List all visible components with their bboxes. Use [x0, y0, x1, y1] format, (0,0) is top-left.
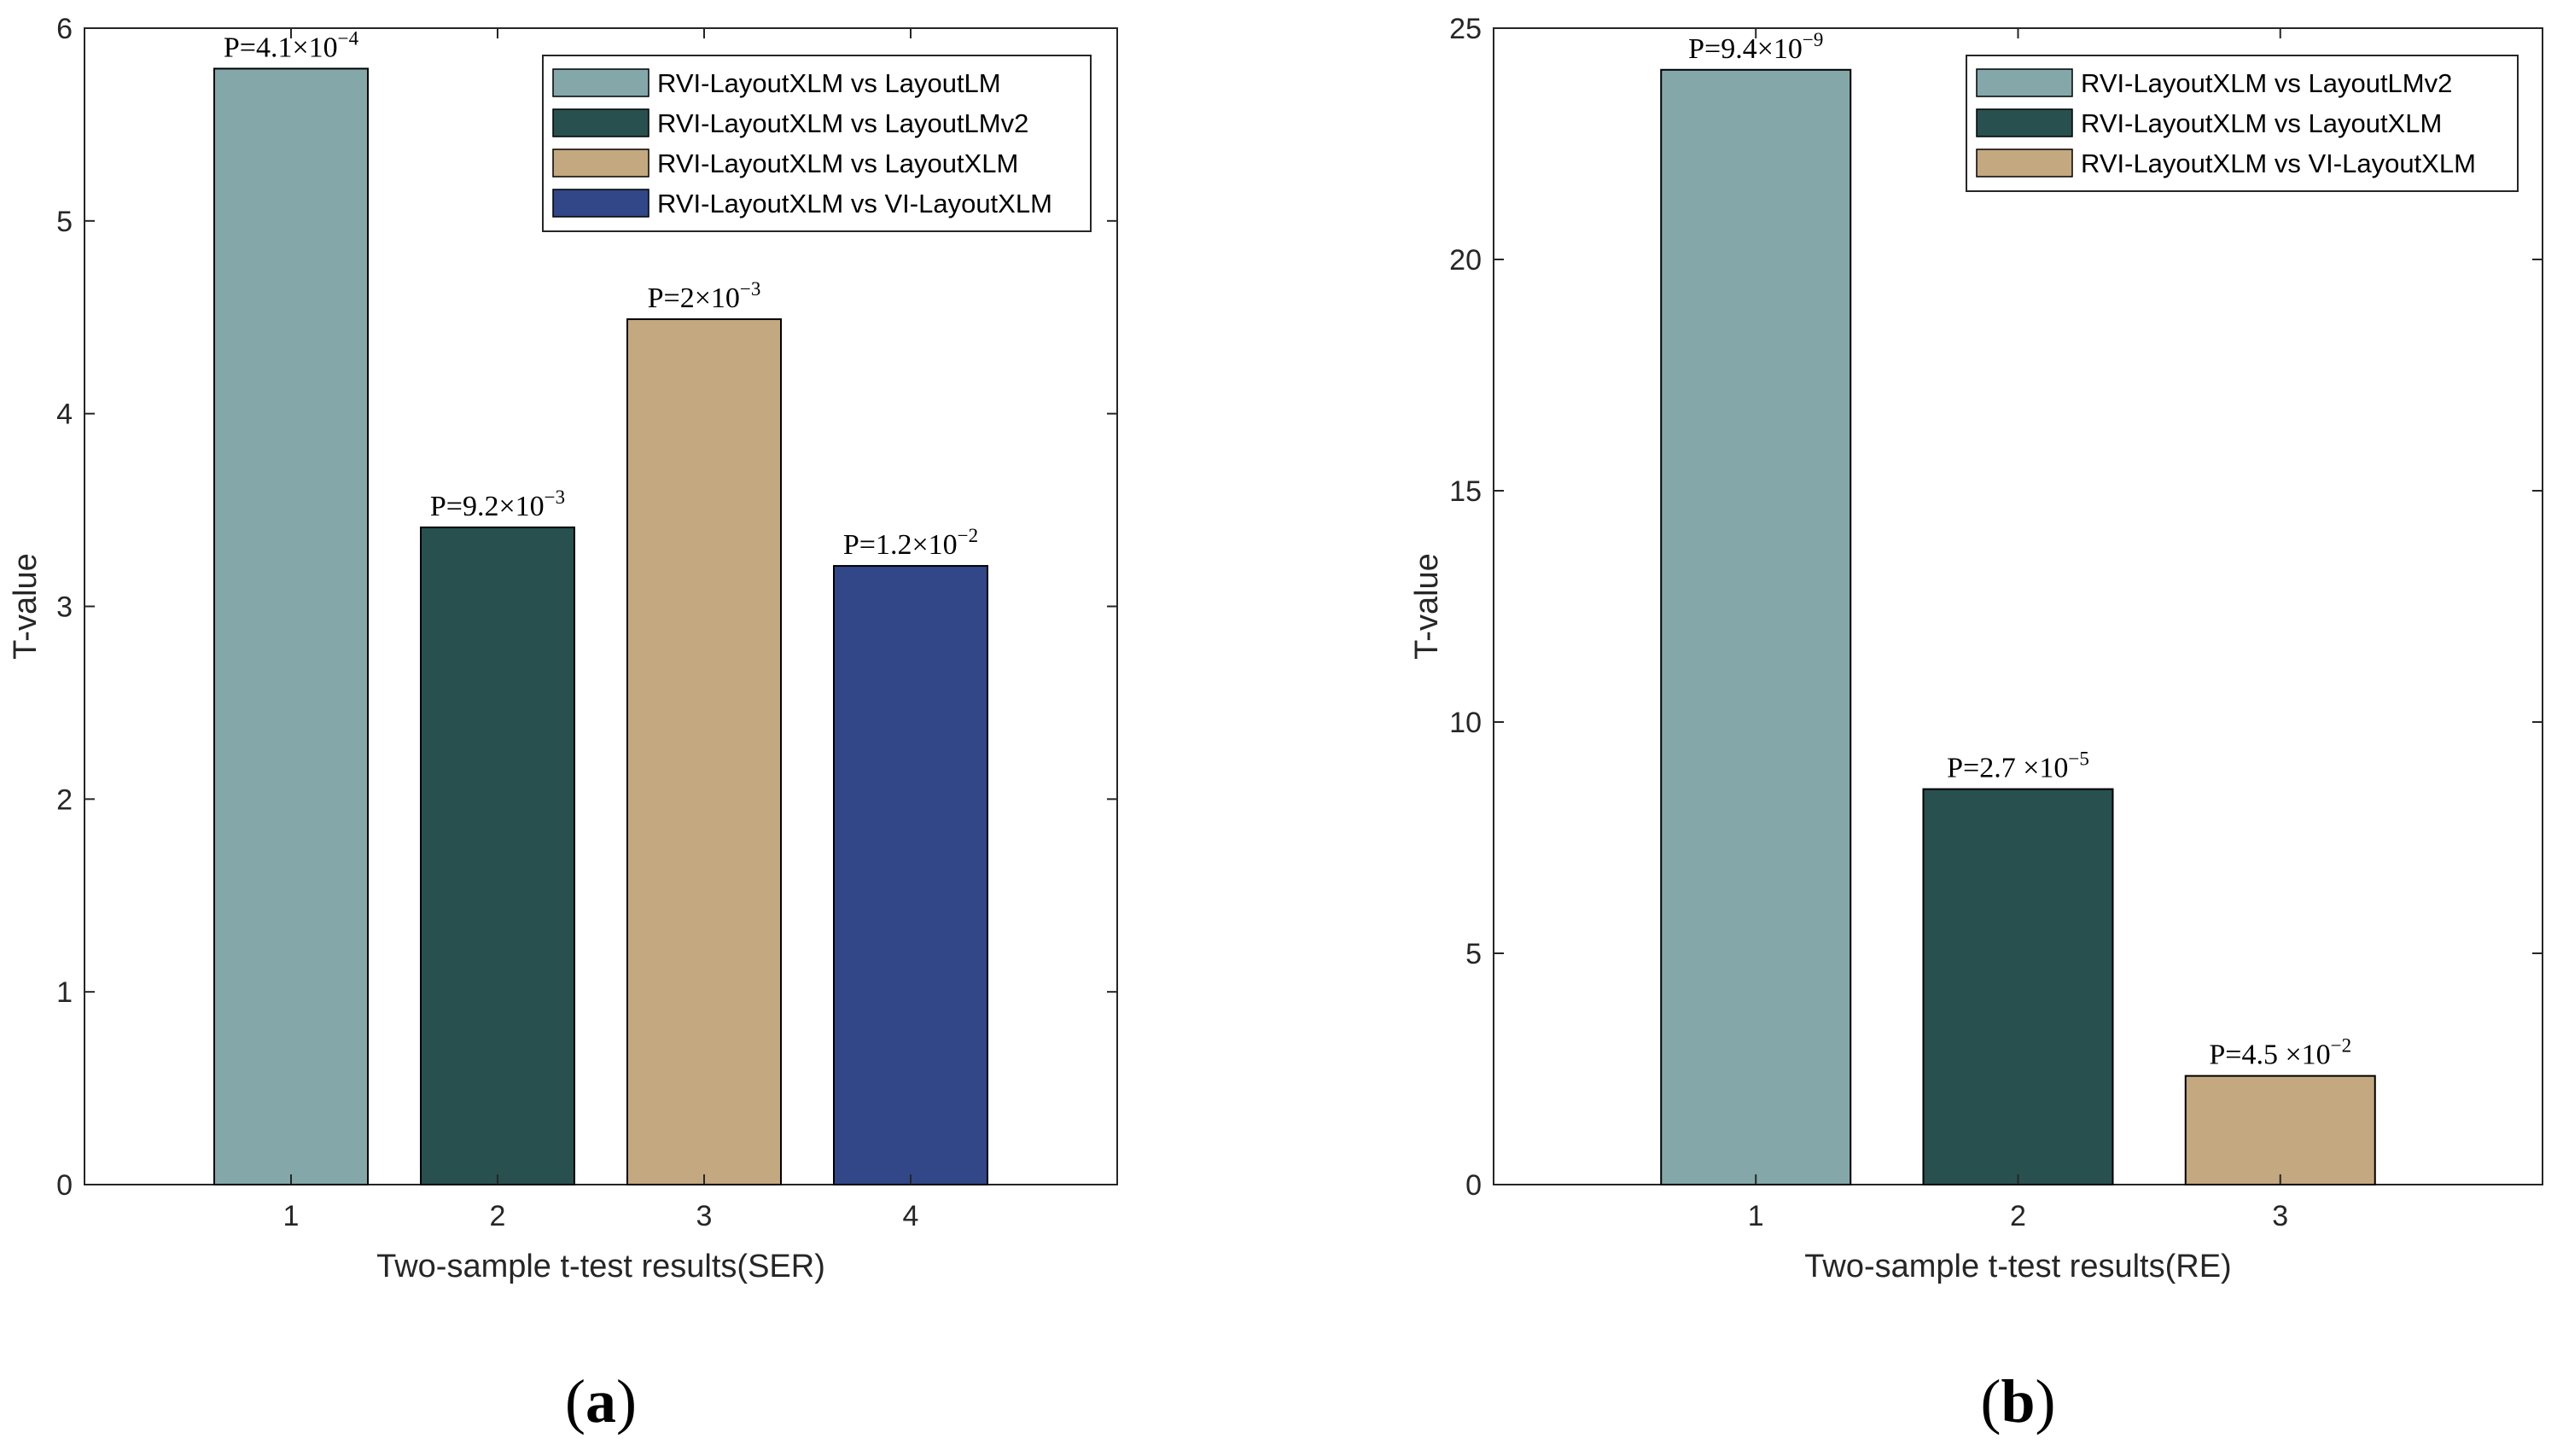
x-tick-label: 1 [1748, 1200, 1764, 1232]
p-value-exponent: −5 [2068, 748, 2088, 770]
y-tick-label: 25 [1449, 13, 1482, 45]
legend-swatch [1976, 68, 2073, 97]
legend-entry: RVI-LayoutXLM vs LayoutLMv2 [2081, 68, 2452, 98]
y-tick-label: 3 [56, 591, 73, 624]
p-value-prefix: P=4.1 [224, 32, 293, 63]
legend: RVI-LayoutXLM vs LayoutLM RVI-LayoutXLM v… [542, 55, 1092, 232]
y-tick-label: 4 [56, 399, 73, 431]
chart-panel-b: 0 5 10 15 20 25 1 2 3 Two-sample t-test results(R… [1409, 13, 2543, 1436]
legend-swatch [552, 149, 649, 178]
panel-label-letter: b [2001, 1367, 2035, 1436]
x-tick-label: 3 [2272, 1200, 2288, 1232]
bar [420, 526, 575, 1185]
legend-entry: RVI-LayoutXLM vs LayoutXLM [657, 149, 1018, 178]
p-value-exponent: −3 [740, 278, 760, 300]
legend-swatch [1976, 149, 2073, 178]
p-value-times: ×10 [292, 32, 337, 63]
p-value-prefix: P=4.5 [2209, 1040, 2285, 1071]
p-value-label: P=9.4×10−9 [1688, 29, 1823, 65]
bar [833, 565, 988, 1185]
p-value-times: ×10 [2023, 753, 2068, 784]
p-value-exponent: −4 [338, 27, 359, 49]
panel-label-close: ) [2036, 1367, 2056, 1436]
p-value-times: ×10 [695, 282, 740, 314]
y-tick-label: 0 [56, 1169, 73, 1202]
bar [2184, 1075, 2376, 1186]
panel-label-open: ( [565, 1367, 585, 1436]
bar [213, 67, 369, 1185]
p-value-prefix: P=9.2 [430, 491, 499, 522]
y-axis-label: T-value [8, 553, 44, 660]
panel-label-letter: a [585, 1367, 616, 1436]
bar [1660, 68, 1852, 1185]
y-tick-label: 2 [56, 783, 73, 816]
y-tick-label: 20 [1449, 244, 1482, 277]
x-tick-label: 3 [696, 1200, 713, 1232]
legend-swatch [1976, 108, 2073, 137]
p-value-prefix: P=1.2 [843, 529, 912, 561]
legend-swatch [552, 68, 649, 97]
p-value-label: P=9.2×10−3 [430, 486, 565, 522]
y-axis-label: T-value [1409, 553, 1445, 660]
legend-swatch [552, 108, 649, 137]
p-value-exponent: −2 [2331, 1035, 2351, 1057]
bar [1922, 788, 2114, 1186]
p-value-label: P=2.7 ×10−5 [1947, 748, 2089, 784]
p-value-times: ×10 [912, 529, 957, 561]
panel-label-open: ( [1980, 1367, 2001, 1436]
x-axis-label: Two-sample t-test results(RE) [1804, 1249, 2231, 1284]
y-tick-label: 10 [1449, 707, 1482, 739]
y-tick-label: 15 [1449, 475, 1482, 508]
x-tick-label: 2 [2010, 1200, 2026, 1232]
y-tick-label: 5 [1465, 938, 1482, 970]
y-tick-label: 0 [1465, 1169, 1482, 1202]
p-value-prefix: P=2 [648, 282, 695, 314]
p-value-times: ×10 [498, 491, 544, 522]
p-value-times: ×10 [2285, 1040, 2330, 1071]
bar [626, 318, 782, 1185]
p-value-prefix: P=2.7 [1947, 753, 2023, 784]
x-tick-label: 2 [490, 1200, 506, 1232]
panel-label-close: ) [616, 1367, 637, 1436]
p-value-label: P=4.5 ×10−2 [2209, 1035, 2351, 1071]
legend-entry: RVI-LayoutXLM vs LayoutLM [657, 68, 1001, 98]
p-value-exponent: −9 [1803, 29, 1823, 50]
p-value-prefix: P=9.4 [1688, 33, 1757, 65]
legend-swatch [552, 189, 649, 218]
p-value-exponent: −3 [545, 486, 565, 508]
panel-label: (a) [565, 1367, 637, 1436]
p-value-exponent: −2 [958, 525, 978, 546]
p-value-label: P=1.2×10−2 [843, 525, 978, 561]
x-tick-label: 4 [903, 1200, 919, 1232]
p-value-label: P=2×10−3 [648, 278, 761, 314]
legend-entry: RVI-LayoutXLM vs LayoutLMv2 [657, 108, 1028, 138]
legend-entry: RVI-LayoutXLM vs LayoutXLM [2081, 108, 2442, 138]
p-value-label: P=4.1×10−4 [224, 27, 359, 63]
legend-entry: RVI-LayoutXLM vs VI-LayoutXLM [657, 189, 1052, 218]
p-value-times: ×10 [1757, 33, 1803, 65]
y-tick-label: 1 [56, 976, 73, 1009]
y-tick-label: 6 [56, 13, 73, 45]
x-tick-label: 1 [283, 1200, 300, 1232]
legend: RVI-LayoutXLM vs LayoutLMv2 RVI-LayoutXLM… [1966, 55, 2519, 192]
y-tick-label: 5 [56, 206, 73, 238]
panel-label: (b) [1980, 1367, 2055, 1436]
x-axis-label: Two-sample t-test results(SER) [376, 1249, 825, 1284]
chart-panel-a: 0 1 2 3 4 5 6 1 2 3 4 Two-sample t-test results(SER… [8, 13, 1118, 1436]
legend-entry: RVI-LayoutXLM vs VI-LayoutXLM [2081, 149, 2476, 178]
